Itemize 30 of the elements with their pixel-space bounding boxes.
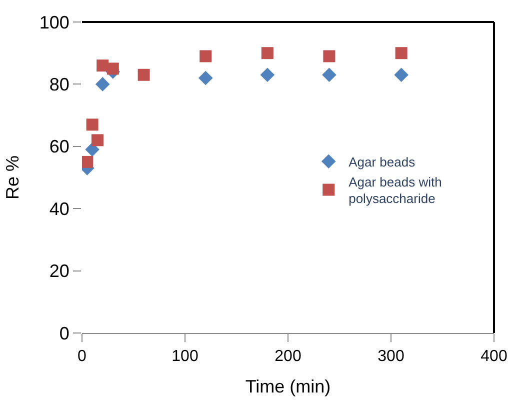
point [96,60,109,72]
point [394,68,408,82]
x-tick-label: 100 [172,348,198,366]
point [261,47,274,60]
point [106,62,119,75]
point [323,50,336,62]
y-tick-label: 100 [39,12,70,32]
point [322,68,336,82]
y-tick-label: 0 [59,323,70,344]
point [91,134,104,146]
point [95,77,110,92]
point [82,156,94,168]
x-tick-label: 0 [78,348,87,366]
x-tick-label: 300 [378,348,404,366]
x-axis-title: Time (min) [245,376,331,396]
point [395,47,408,60]
y-tick-label: 20 [49,261,70,282]
point [198,70,213,86]
point [86,118,98,131]
legend-label: Agar beads with polysaccharide [348,174,442,206]
x-tick-label: 400 [480,348,508,366]
x-tick-label: 200 [274,348,302,366]
legend-label: Agar beads [348,154,416,170]
point [200,50,212,62]
point [260,68,275,82]
y-axis-title: Re % [2,155,23,200]
point [138,68,150,81]
y-tick-label: 80 [49,74,70,94]
y-tick-label: 40 [49,198,70,219]
y-tick-label: 60 [49,136,70,157]
